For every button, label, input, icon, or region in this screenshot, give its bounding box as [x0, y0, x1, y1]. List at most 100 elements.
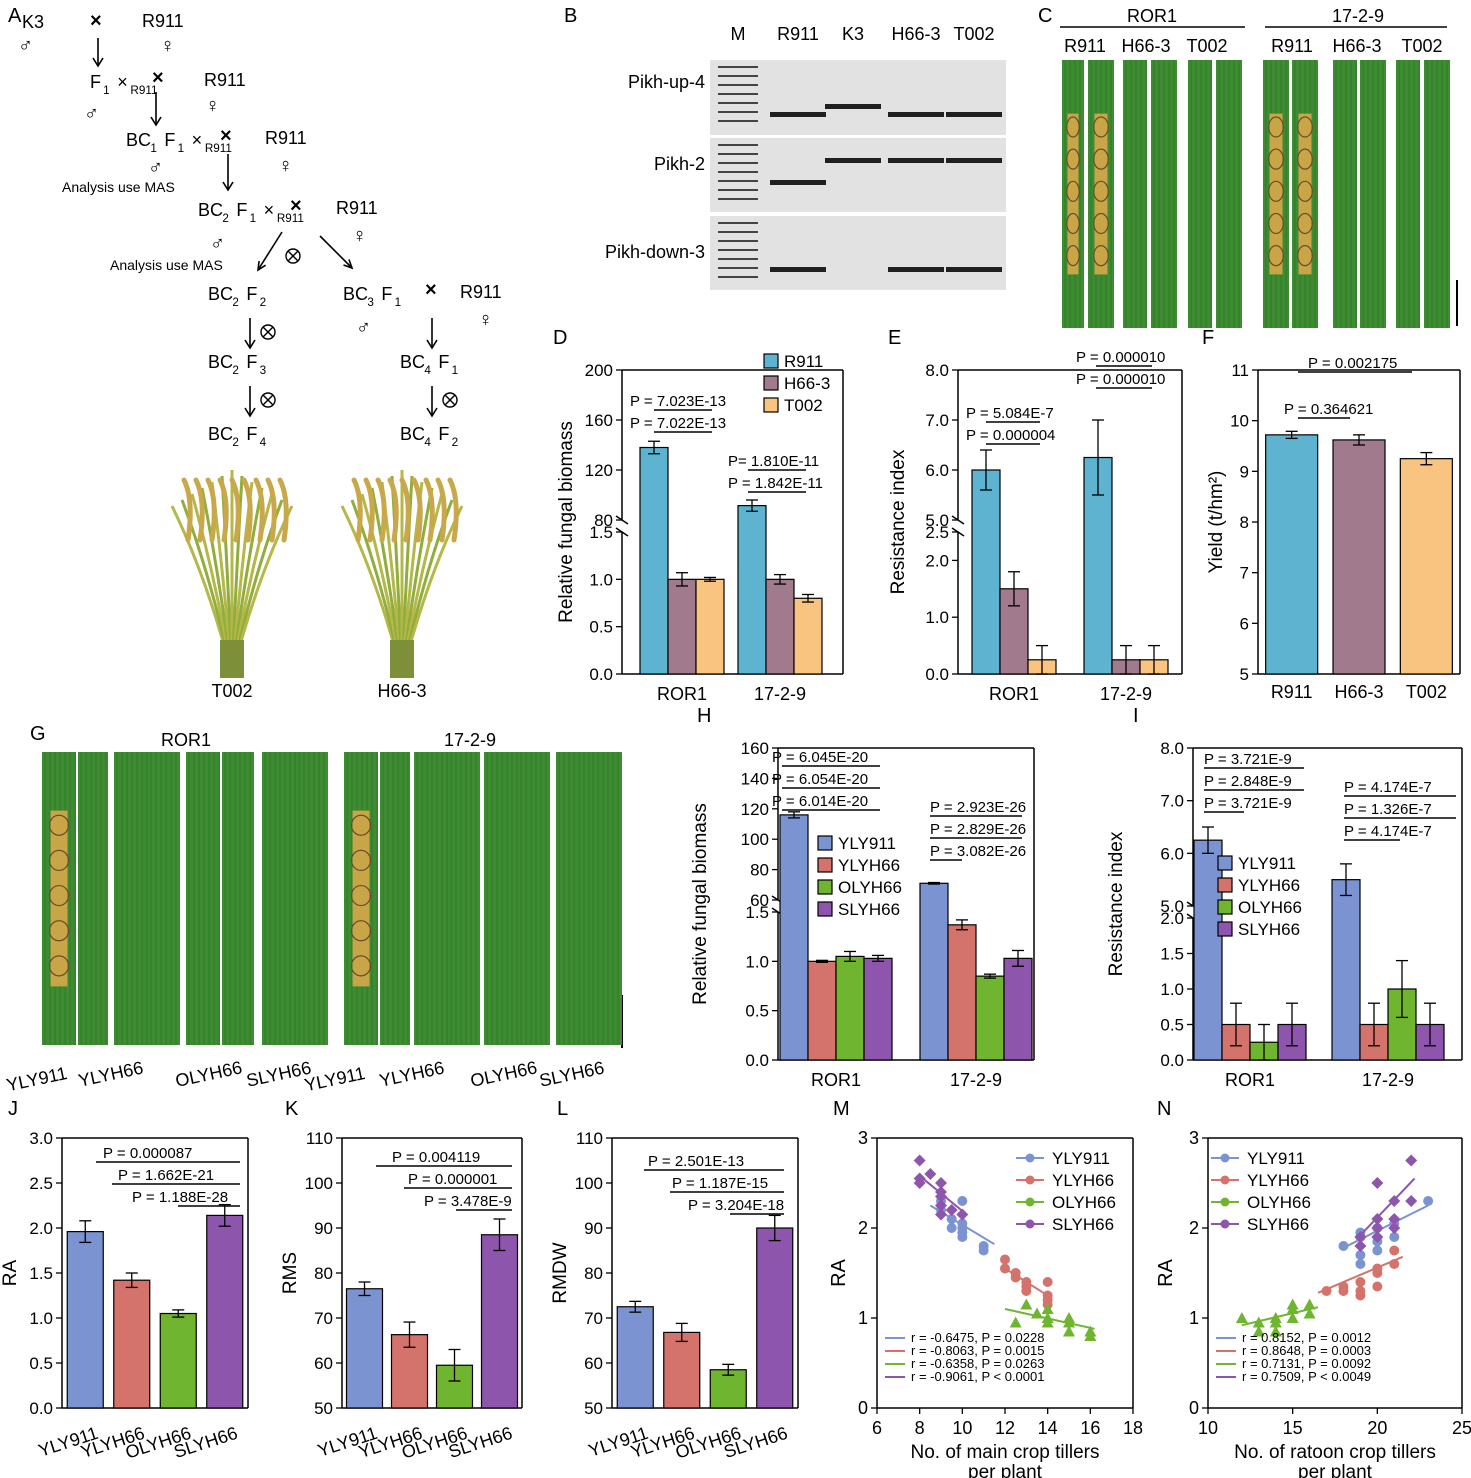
point — [1388, 1222, 1401, 1234]
cross-symbol: × — [220, 125, 232, 147]
arrow-head — [222, 181, 234, 192]
fit-line — [1359, 1177, 1416, 1236]
generation-text: F — [381, 284, 392, 304]
point — [1372, 1245, 1383, 1256]
point — [1338, 1241, 1349, 1251]
point — [1235, 1312, 1248, 1323]
ladder-band — [718, 153, 758, 155]
legend-label: H66-3 — [784, 374, 830, 393]
y-tick-label: 6 — [1240, 614, 1249, 633]
arrow-shaft — [257, 231, 283, 271]
panicle — [351, 477, 363, 543]
series-SLYH66 — [913, 1154, 969, 1221]
variety-label: OLYH66 — [174, 1057, 244, 1091]
y-axis-label: Resistance index — [1106, 831, 1127, 976]
generation-subscript: 1 — [103, 84, 110, 97]
p-value: P = 0.002175 — [1308, 355, 1397, 372]
lesion-spot — [350, 849, 372, 872]
y-tick-label: 3.0 — [29, 1129, 53, 1148]
y-axis-label: RMS — [280, 1252, 301, 1294]
generation-text: BC — [400, 424, 425, 444]
y-tick-label: 0 — [858, 1398, 868, 1418]
panicle — [399, 477, 411, 543]
variety-label: T002 — [1401, 36, 1442, 56]
point — [1389, 1259, 1400, 1269]
y-tick-label: 100 — [741, 830, 769, 849]
p-value: P = 1.662E-21 — [118, 1167, 214, 1184]
legend-swatch — [763, 375, 779, 391]
group-label: 17-2-9 — [1332, 6, 1384, 26]
generation-subscript: 4 — [424, 436, 431, 449]
leaf — [556, 752, 590, 1045]
generation-subscript: R911 — [130, 84, 157, 97]
p-value: P = 0.364621 — [1284, 401, 1373, 418]
panel-letter: E — [888, 327, 901, 349]
mas-label: Analysis use MAS — [110, 257, 223, 273]
arrow-head — [244, 339, 256, 350]
selfing-cross — [263, 327, 273, 337]
legend-marker — [1025, 1219, 1035, 1229]
selfing-cross — [263, 395, 273, 405]
ladder-band — [718, 240, 758, 242]
point — [1031, 1307, 1043, 1319]
y-tick-label: 200 — [585, 361, 613, 380]
panicle — [447, 477, 459, 543]
y-tick-label: 1.0 — [589, 570, 613, 589]
legend-label: SLYH66 — [838, 900, 900, 919]
variety-label: OLYH66 — [469, 1057, 539, 1091]
generation-text: F — [438, 352, 449, 372]
point — [1021, 1286, 1032, 1296]
legend-marker — [1220, 1153, 1230, 1163]
y-tick-label: 2.5 — [29, 1174, 53, 1193]
dna-band — [888, 267, 944, 272]
group-label: 17-2-9 — [444, 730, 496, 750]
bc2f2-label: BC 2 F 2 — [208, 284, 266, 309]
bar-YLYH66 — [663, 1331, 701, 1409]
variety-label: H66-3 — [1332, 36, 1381, 56]
bar-YLY911 — [345, 1288, 384, 1409]
point — [1252, 1316, 1265, 1328]
legend-swatch — [817, 835, 833, 851]
legend-label: YLYH66 — [1247, 1171, 1309, 1190]
y-tick-label: 3 — [858, 1128, 868, 1148]
p-value: P= 1.810E-11 — [728, 453, 819, 470]
y-tick-label: 5.0 — [1160, 897, 1184, 916]
lesion-spot — [1066, 212, 1080, 235]
y-tick-label: 70 — [584, 1309, 603, 1328]
y-tick-label: 160 — [741, 739, 769, 758]
lesion-spot — [1268, 245, 1284, 267]
panel-letter: F — [1202, 327, 1214, 349]
point — [1372, 1281, 1383, 1292]
y-axis-label: RMDW — [550, 1242, 571, 1303]
generation-text: × — [117, 72, 128, 92]
leaf — [590, 752, 622, 1045]
lesion-spot — [1268, 148, 1284, 170]
lesion — [1269, 113, 1283, 275]
ladder-band — [718, 231, 758, 233]
y-tick-label: 7.0 — [1160, 792, 1184, 811]
point — [1355, 1259, 1366, 1269]
lesion — [1067, 113, 1079, 275]
legend-swatch — [763, 353, 779, 369]
legend: YLY911 YLYH66 OLYH66 SLYH66 — [817, 834, 902, 919]
variety-label: YLY911 — [5, 1063, 69, 1095]
plant-base — [220, 640, 244, 678]
point — [1388, 1195, 1401, 1207]
legend-label: OLYH66 — [1247, 1193, 1311, 1212]
point — [978, 1245, 989, 1256]
legend-marker — [1220, 1219, 1230, 1229]
legend-label: OLYH66 — [1238, 898, 1302, 917]
generation-text: BC — [126, 130, 151, 150]
dna-band — [888, 158, 944, 163]
arrow-down-icon — [244, 386, 256, 418]
lesion-spot — [48, 814, 70, 836]
generation-text: BC — [400, 352, 425, 372]
f1-label: F 1 × R911 — [90, 72, 157, 97]
bar-T002 — [793, 597, 823, 675]
legend-marker — [1025, 1175, 1035, 1185]
bar-T002 — [1399, 458, 1453, 675]
chart-E: 0.0 1.0 2.0 2.55.0 6.0 7.0 8.0 Resistance index… — [888, 349, 1183, 704]
variety-label: T002 — [1186, 36, 1227, 56]
y-tick-label: 1.0 — [745, 952, 769, 971]
point — [1371, 1222, 1384, 1234]
